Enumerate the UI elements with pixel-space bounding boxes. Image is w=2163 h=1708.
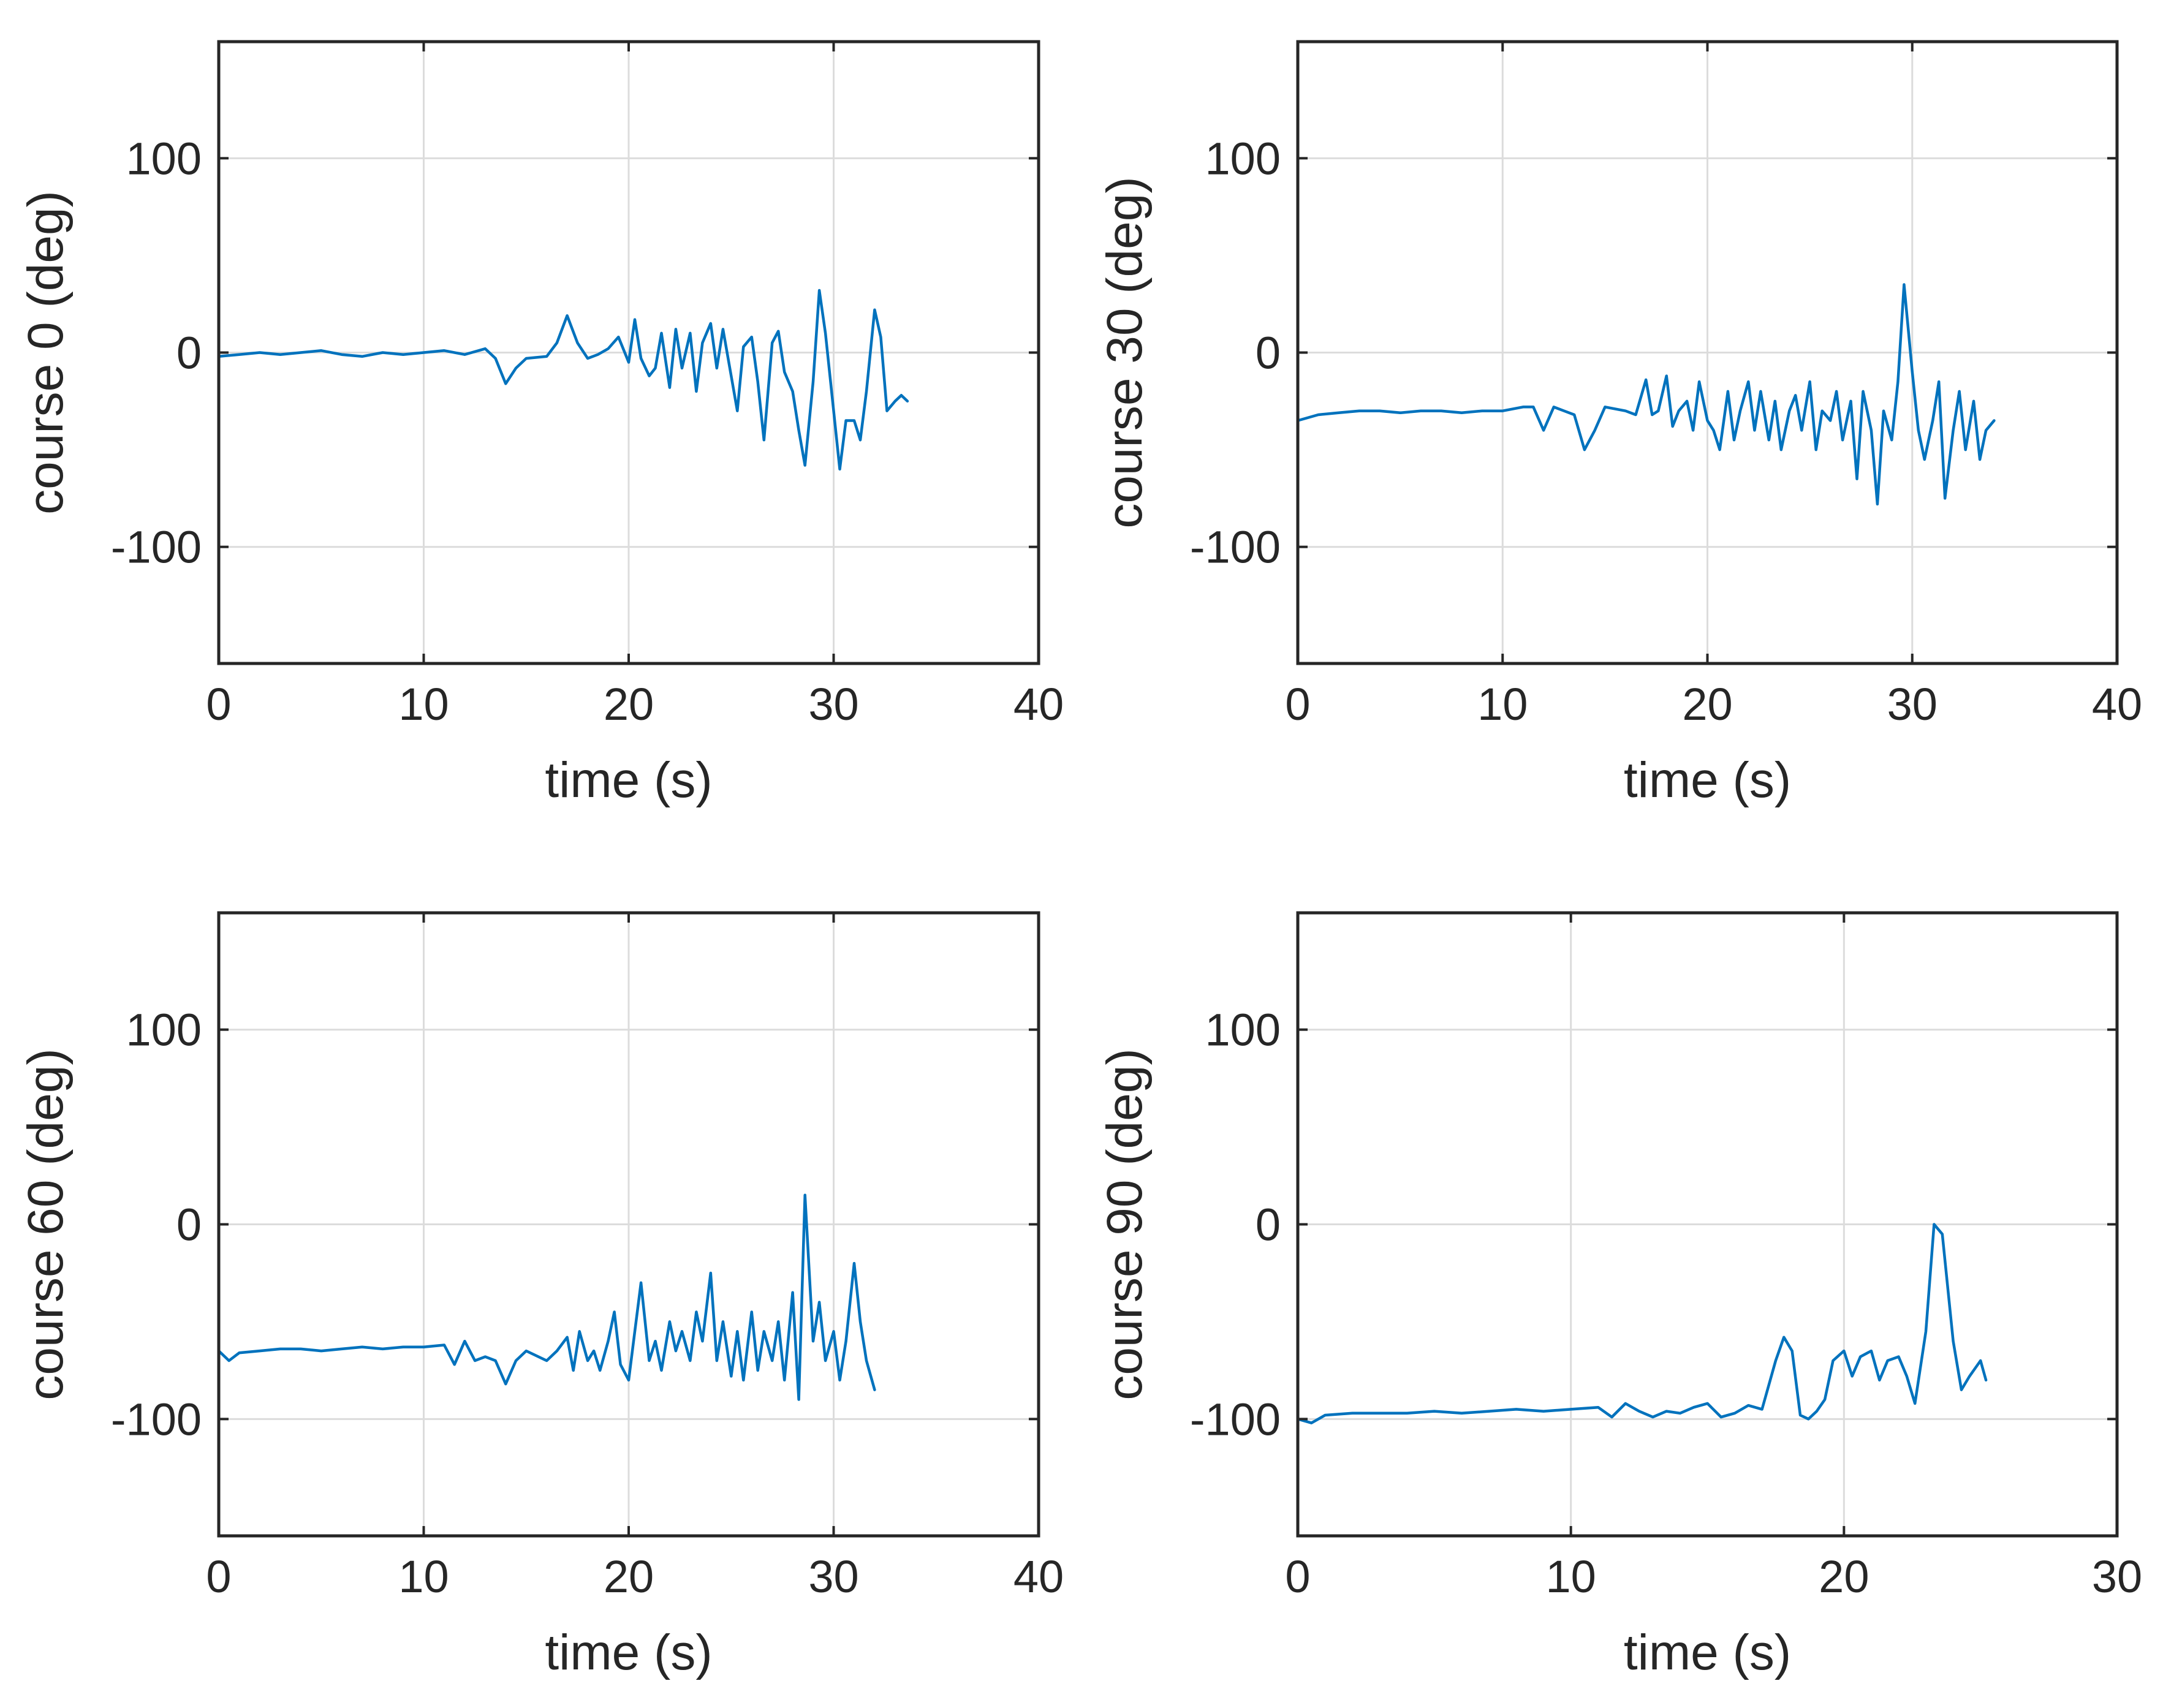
x-tick-label: 30 [808, 679, 858, 730]
y-tick-label: 0 [176, 328, 202, 379]
y-tick-label: 100 [1205, 133, 1281, 184]
x-axis-label: time (s) [545, 1625, 712, 1680]
x-tick-label: 20 [1682, 679, 1732, 730]
x-tick-label: 40 [2092, 679, 2142, 730]
y-tick-label: 0 [176, 1200, 202, 1250]
y-tick-label: -100 [111, 1394, 202, 1445]
y-axis-label: course 90 (deg) [1097, 1048, 1153, 1400]
series-line-4-1 [1296, 1223, 1988, 1424]
y-axis-label: course 30 (deg) [1097, 176, 1153, 528]
x-tick-label: 10 [398, 679, 449, 730]
y-tick-label: 100 [126, 1005, 202, 1056]
x-tick-label: 10 [1477, 679, 1528, 730]
y-tick-label: 0 [1256, 328, 1281, 379]
x-tick-label: 40 [1013, 1551, 1064, 1602]
x-tick-label: 0 [206, 1551, 231, 1602]
x-tick-label: 10 [398, 1551, 449, 1602]
x-tick-label: 0 [1285, 1551, 1310, 1602]
y-tick-label: 0 [1256, 1200, 1281, 1250]
subplot-1: 0 10 20 30 40 -100 0 100 time (s) course 0 (deg) [18, 40, 1064, 808]
series-line-2-1 [1296, 283, 1996, 506]
y-tick-label: 100 [1205, 1005, 1281, 1056]
x-axis-label: time (s) [545, 752, 712, 808]
x-tick-label: 40 [1013, 679, 1064, 730]
subplot-4: 0 10 20 30 -100 0 100 time (s) course 90 (deg) [1097, 911, 2142, 1680]
x-tick-label: 20 [604, 1551, 654, 1602]
x-tick-label: 30 [1887, 679, 1938, 730]
subplot-3: 0 10 20 30 40 -100 0 100 time (s) course 60 (deg) [18, 911, 1064, 1680]
x-tick-label: 30 [808, 1551, 858, 1602]
x-tick-label: 20 [1819, 1551, 1869, 1602]
x-tick-label: 0 [206, 679, 231, 730]
y-tick-label: -100 [111, 522, 202, 573]
x-tick-label: 30 [2092, 1551, 2142, 1602]
y-axis-label: course 0 (deg) [18, 191, 74, 515]
y-axis-label: course 60 (deg) [18, 1048, 74, 1400]
y-tick-label: -100 [1190, 522, 1281, 573]
x-tick-label: 10 [1546, 1551, 1596, 1602]
x-tick-label: 0 [1285, 679, 1310, 730]
subplot-2: 0 10 20 30 40 -100 0 100 time (s) course 30 (deg) [1097, 40, 2142, 808]
y-tick-label: 100 [126, 133, 202, 184]
series-line-1-1 [217, 289, 909, 471]
series-line-3-1 [217, 1193, 876, 1401]
x-axis-label: time (s) [1624, 1625, 1791, 1680]
x-tick-label: 20 [604, 679, 654, 730]
y-tick-label: -100 [1190, 1394, 1281, 1445]
x-axis-label: time (s) [1624, 752, 1791, 808]
